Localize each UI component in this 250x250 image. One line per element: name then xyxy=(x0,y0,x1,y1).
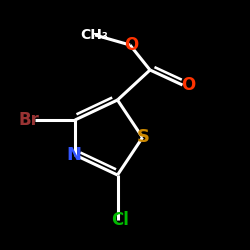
Text: O: O xyxy=(182,76,196,94)
Text: S: S xyxy=(137,128,150,146)
Text: CH₃: CH₃ xyxy=(80,28,108,42)
Text: Cl: Cl xyxy=(111,211,129,229)
Text: O: O xyxy=(124,36,138,54)
Text: N: N xyxy=(66,146,81,164)
Text: Br: Br xyxy=(18,111,39,129)
